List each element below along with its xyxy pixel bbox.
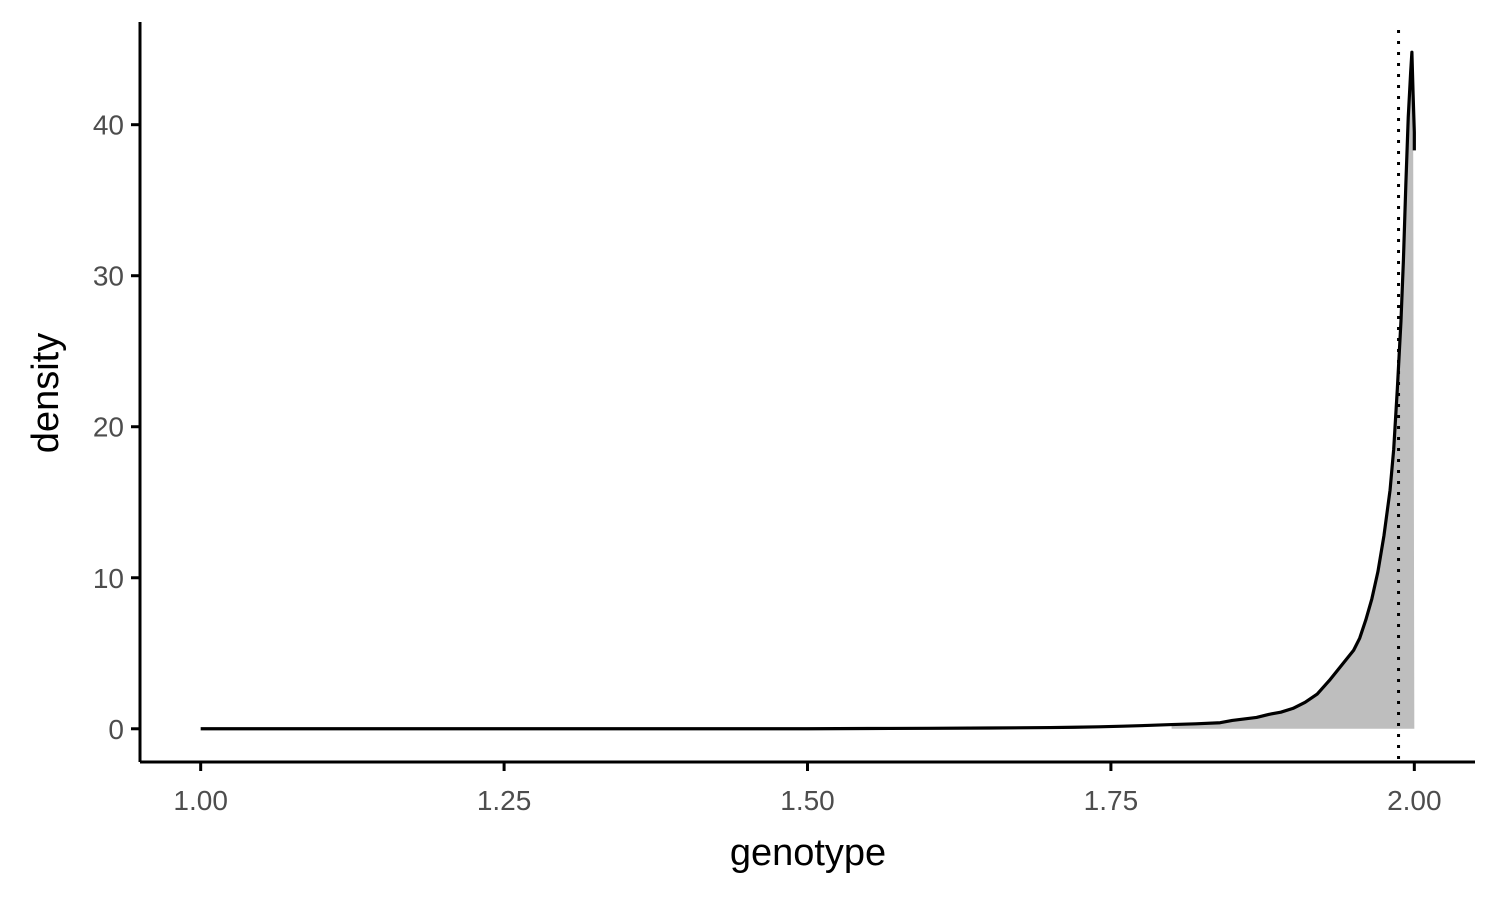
y-axis-title: density — [25, 333, 67, 453]
y-tick-label: 20 — [93, 412, 124, 443]
x-tick-label: 2.00 — [1387, 785, 1442, 816]
x-axis-title: genotype — [730, 832, 886, 874]
x-tick-label: 1.50 — [780, 785, 835, 816]
x-axis-ticks: 1.00 1.25 1.50 1.75 2.00 — [173, 762, 1442, 816]
y-tick-label: 10 — [93, 563, 124, 594]
x-tick-label: 1.25 — [477, 785, 532, 816]
axes: 0 10 20 30 40 1.00 1.25 1.50 1.75 2.00 — [93, 22, 1475, 816]
shaded-area — [1171, 52, 1415, 729]
y-tick-label: 40 — [93, 110, 124, 141]
y-axis-ticks: 0 10 20 30 40 — [93, 110, 140, 745]
y-tick-label: 30 — [93, 261, 124, 292]
density-line — [200, 50, 1416, 731]
y-tick-label: 0 — [108, 714, 124, 745]
plot-area — [200, 30, 1416, 762]
x-tick-label: 1.00 — [173, 785, 228, 816]
x-tick-label: 1.75 — [1084, 785, 1139, 816]
